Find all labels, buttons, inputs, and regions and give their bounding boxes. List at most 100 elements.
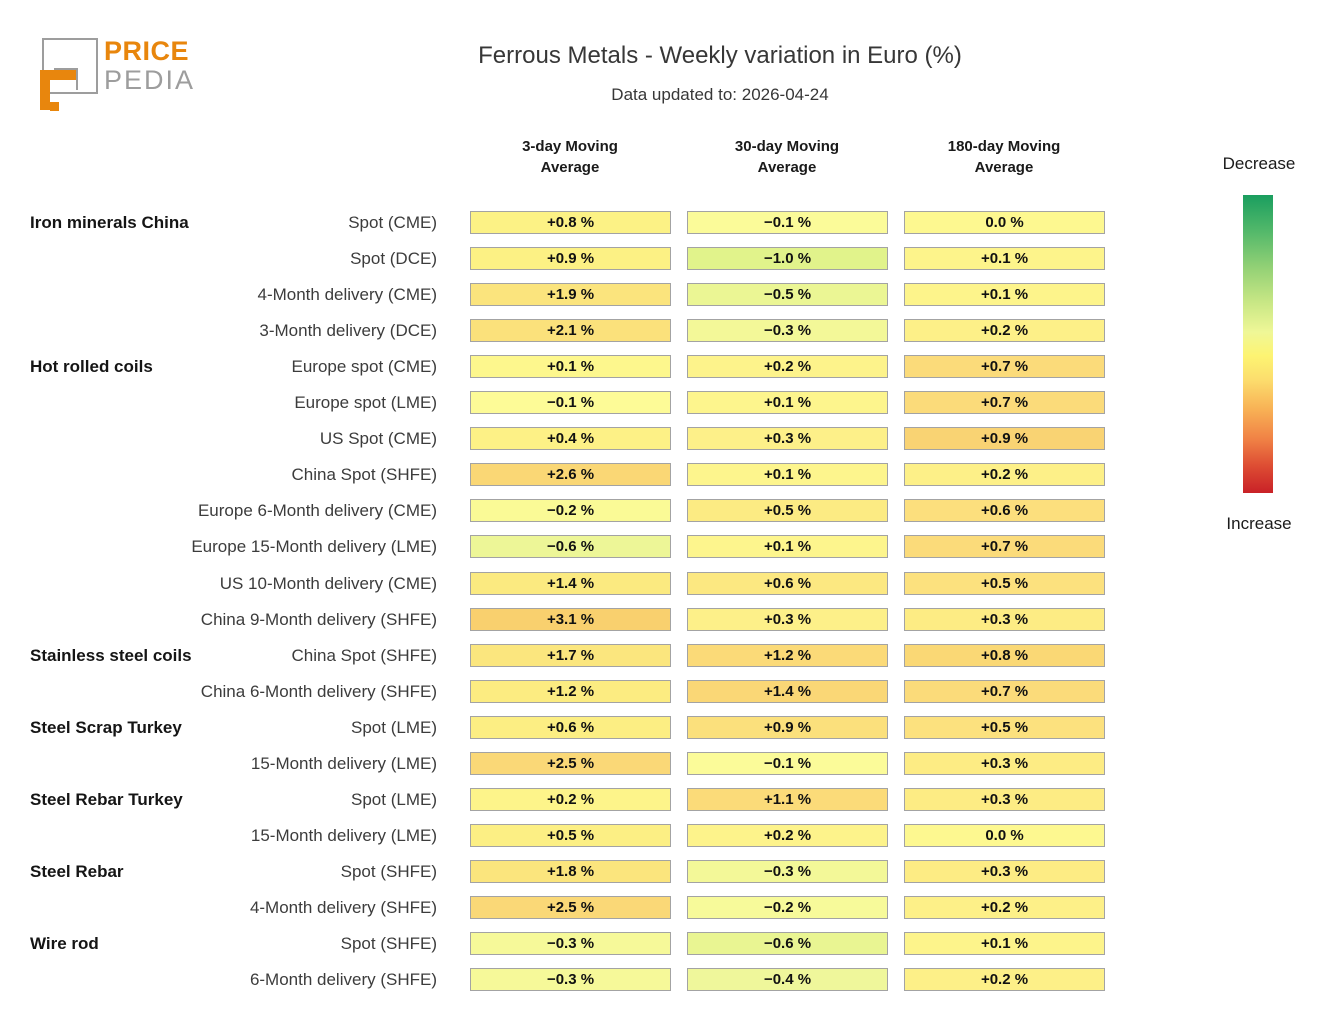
heatmap-cell-30day: +0.3 %	[687, 427, 888, 450]
logo-inner-bracket-icon	[54, 68, 78, 90]
row-label: Spot (CME)	[348, 213, 437, 232]
heatmap-cell-3day: −0.2 %	[470, 499, 671, 522]
logo-orange-square-icon	[50, 102, 59, 111]
heatmap-cell-3day: +0.2 %	[470, 788, 671, 811]
row-label: China 6-Month delivery (SHFE)	[200, 682, 437, 701]
row-label: Spot (SHFE)	[340, 934, 437, 953]
table-row: China Spot (SHFE) +2.6 % +0.1 % +0.2 %	[0, 463, 1320, 487]
row-label: Europe 15-Month delivery (LME)	[191, 537, 437, 556]
table-row: China 9-Month delivery (SHFE) +3.1 % +0.…	[0, 608, 1320, 632]
row-label: China 9-Month delivery (SHFE)	[200, 610, 437, 629]
heatmap-cell-30day: −0.2 %	[687, 896, 888, 919]
heatmap-cell-3day: +0.4 %	[470, 427, 671, 450]
table-row: Europe 15-Month delivery (LME) −0.6 % +0…	[0, 535, 1320, 559]
row-label: 3-Month delivery (DCE)	[259, 321, 437, 340]
heatmap-cell-180day: +0.3 %	[904, 608, 1105, 631]
row-label: 15-Month delivery (LME)	[250, 754, 437, 773]
row-label: 6-Month delivery (SHFE)	[249, 970, 437, 989]
heatmap-cell-3day: −0.6 %	[470, 535, 671, 558]
row-label: China Spot (SHFE)	[291, 646, 438, 665]
heatmap-cell-30day: −0.6 %	[687, 932, 888, 955]
heatmap-cell-180day: +0.1 %	[904, 932, 1105, 955]
table-row: China 6-Month delivery (SHFE) +1.2 % +1.…	[0, 680, 1320, 704]
heatmap-cell-180day: +0.5 %	[904, 716, 1105, 739]
heatmap-cell-180day: +0.6 %	[904, 499, 1105, 522]
heatmap-cell-30day: −0.4 %	[687, 968, 888, 991]
heatmap-cell-30day: +0.9 %	[687, 716, 888, 739]
logo-square-icon	[42, 38, 98, 94]
heatmap-cell-30day: +1.2 %	[687, 644, 888, 667]
column-header-180day: 180-day Moving Average	[947, 138, 1061, 176]
logo-text-price: PRICE	[104, 36, 190, 66]
group-label: Hot rolled coils	[30, 357, 153, 376]
heatmap-cell-30day: −0.1 %	[687, 752, 888, 775]
table-row: Steel Scrap Turkey Spot (LME) +0.6 % +0.…	[0, 716, 1320, 740]
table-row: Hot rolled coils Europe spot (CME) +0.1 …	[0, 355, 1320, 379]
heatmap-cell-3day: +2.5 %	[470, 896, 671, 919]
heatmap-cell-3day: +0.5 %	[470, 824, 671, 847]
heatmap-cell-180day: +0.3 %	[904, 788, 1105, 811]
row-label: Europe spot (LME)	[294, 393, 437, 412]
pricepedia-logo: PRICE PEDIA	[38, 28, 258, 120]
table-row: Spot (DCE) +0.9 % −1.0 % +0.1 %	[0, 247, 1320, 271]
table-row: 6-Month delivery (SHFE) −0.3 % −0.4 % +0…	[0, 968, 1320, 992]
heatmap-cell-180day: +0.2 %	[904, 463, 1105, 486]
heatmap-cell-30day: +0.5 %	[687, 499, 888, 522]
heatmap-cell-180day: +0.9 %	[904, 427, 1105, 450]
color-scale-gradient	[1243, 195, 1273, 493]
heatmap-cell-30day: +0.3 %	[687, 608, 888, 631]
heatmap-cell-30day: −0.3 %	[687, 319, 888, 342]
column-header-30day: 30-day Moving Average	[734, 138, 840, 176]
row-label: 15-Month delivery (LME)	[250, 826, 437, 845]
legend-increase-label: Increase	[1226, 514, 1292, 533]
heatmap-cell-30day: −0.1 %	[687, 211, 888, 234]
row-label: 4-Month delivery (SHFE)	[249, 898, 437, 917]
heatmap-cell-3day: −0.1 %	[470, 391, 671, 414]
heatmap-cell-30day: +0.1 %	[687, 391, 888, 414]
heatmap-cell-3day: −0.3 %	[470, 932, 671, 955]
heatmap-cell-180day: 0.0 %	[904, 824, 1105, 847]
heatmap-cell-180day: +0.2 %	[904, 968, 1105, 991]
heatmap-cell-30day: +0.6 %	[687, 572, 888, 595]
table-row: Stainless steel coils China Spot (SHFE) …	[0, 644, 1320, 668]
heatmap-cell-30day: +0.2 %	[687, 355, 888, 378]
heatmap-cell-30day: +0.2 %	[687, 824, 888, 847]
table-row: US Spot (CME) +0.4 % +0.3 % +0.9 %	[0, 427, 1320, 451]
row-label: Spot (DCE)	[350, 249, 437, 268]
heatmap-cell-180day: +0.3 %	[904, 752, 1105, 775]
heatmap-cell-3day: +0.6 %	[470, 716, 671, 739]
heatmap-cell-30day: +0.1 %	[687, 463, 888, 486]
heatmap-cell-30day: −1.0 %	[687, 247, 888, 270]
heatmap-cell-30day: +1.1 %	[687, 788, 888, 811]
legend-decrease-label: Decrease	[1222, 154, 1296, 173]
heatmap-cell-30day: +1.4 %	[687, 680, 888, 703]
heatmap-cell-180day: +0.2 %	[904, 319, 1105, 342]
logo-text-pedia: PEDIA	[104, 65, 196, 95]
table-row: US 10-Month delivery (CME) +1.4 % +0.6 %…	[0, 572, 1320, 596]
data-updated-subtitle: Data updated to: 2026-04-24	[611, 85, 829, 104]
heatmap-cell-3day: −0.3 %	[470, 968, 671, 991]
heatmap-cell-180day: +0.1 %	[904, 247, 1105, 270]
heatmap-table: Iron minerals China Spot (CME) +0.8 % −0…	[0, 211, 1320, 1001]
row-label: Europe spot (CME)	[291, 357, 438, 376]
table-row: 3-Month delivery (DCE) +2.1 % −0.3 % +0.…	[0, 319, 1320, 343]
heatmap-cell-180day: +0.7 %	[904, 680, 1105, 703]
table-row: Wire rod Spot (SHFE) −0.3 % −0.6 % +0.1 …	[0, 932, 1320, 956]
row-label: Europe 6-Month delivery (CME)	[197, 501, 437, 520]
heatmap-cell-180day: +0.7 %	[904, 391, 1105, 414]
heatmap-cell-30day: −0.5 %	[687, 283, 888, 306]
group-label: Wire rod	[30, 934, 99, 953]
heatmap-cell-3day: +0.9 %	[470, 247, 671, 270]
logo-orange-bracket-icon	[40, 70, 76, 110]
group-label: Iron minerals China	[30, 213, 189, 232]
row-label: US Spot (CME)	[319, 429, 437, 448]
group-label: Steel Scrap Turkey	[30, 718, 182, 737]
table-row: Steel Rebar Turkey Spot (LME) +0.2 % +1.…	[0, 788, 1320, 812]
heatmap-cell-3day: +2.6 %	[470, 463, 671, 486]
table-row: Iron minerals China Spot (CME) +0.8 % −0…	[0, 211, 1320, 235]
heatmap-cell-180day: +0.5 %	[904, 572, 1105, 595]
page-title: Ferrous Metals - Weekly variation in Eur…	[478, 42, 962, 69]
row-label: Spot (SHFE)	[340, 862, 437, 881]
heatmap-cell-3day: +1.8 %	[470, 860, 671, 883]
